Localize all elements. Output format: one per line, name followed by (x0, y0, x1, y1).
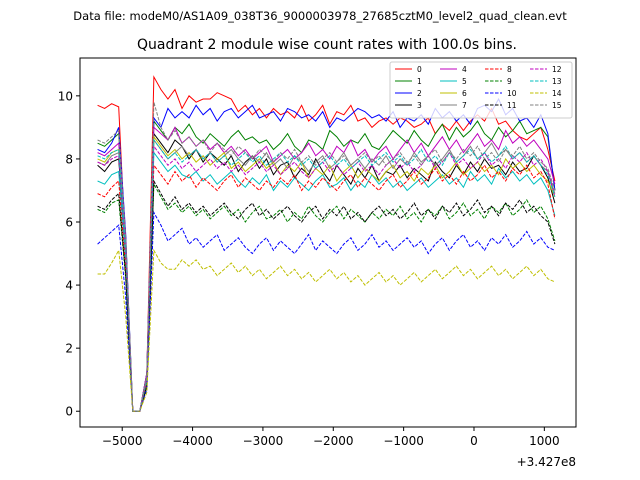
legend-frame (389, 61, 573, 119)
x-offset-label: +3.427e8 (517, 455, 576, 469)
legend-label-4: 4 (462, 65, 467, 74)
legend-label-3: 3 (417, 101, 422, 110)
series-line-13 (97, 138, 556, 412)
plot-frame (79, 57, 577, 428)
x-tick-label: 0 (470, 434, 478, 448)
series-layer (97, 75, 556, 412)
x-tick-label: −5000 (102, 434, 143, 448)
legend-label-6: 6 (462, 89, 467, 98)
series-line-4 (97, 126, 556, 412)
y-tick-label: 8 (65, 152, 73, 166)
y-tick-label: 4 (65, 279, 73, 293)
legend-label-1: 1 (417, 77, 422, 86)
x-tick-label: −3000 (243, 434, 284, 448)
legend-label-14: 14 (552, 89, 562, 98)
x-tick-label: 1000 (529, 434, 560, 448)
legend-label-5: 5 (462, 77, 467, 86)
series-line-5 (97, 151, 556, 412)
legend-label-12: 12 (552, 65, 562, 74)
x-axis: −5000 −4000 −3000 −2000 −1000 0 1000 (102, 427, 560, 448)
series-line-11 (97, 179, 556, 412)
series-line-6 (97, 135, 556, 412)
series-line-15 (97, 102, 556, 412)
x-tick-label: −1000 (383, 434, 424, 448)
series-line-8 (97, 163, 556, 412)
legend-label-0: 0 (417, 65, 422, 74)
x-tick-label: −4000 (172, 434, 213, 448)
series-line-10 (97, 210, 556, 412)
legend-label-7: 7 (462, 101, 467, 110)
series-line-12 (97, 144, 556, 412)
legend-label-11: 11 (507, 101, 517, 110)
y-axis: 0 2 4 6 8 10 (58, 89, 80, 419)
y-tick-label: 6 (65, 216, 73, 230)
legend-label-13: 13 (552, 77, 562, 86)
y-tick-label: 10 (58, 89, 73, 103)
y-tick-label: 2 (65, 342, 73, 356)
chart-title: Quadrant 2 module wise count rates with … (137, 37, 517, 53)
legend-label-10: 10 (507, 89, 517, 98)
legend-label-15: 15 (552, 101, 562, 110)
series-line-3 (97, 132, 556, 412)
x-tick-label: −2000 (313, 434, 354, 448)
series-line-9 (97, 182, 556, 412)
legend-label-9: 9 (507, 77, 512, 86)
legend-label-2: 2 (417, 89, 422, 98)
chart-suptitle: Data file: modeM0/AS1A09_038T36_90000039… (73, 9, 567, 23)
legend-label-8: 8 (507, 65, 512, 74)
y-tick-label: 0 (65, 405, 73, 419)
series-line-14 (97, 248, 556, 412)
